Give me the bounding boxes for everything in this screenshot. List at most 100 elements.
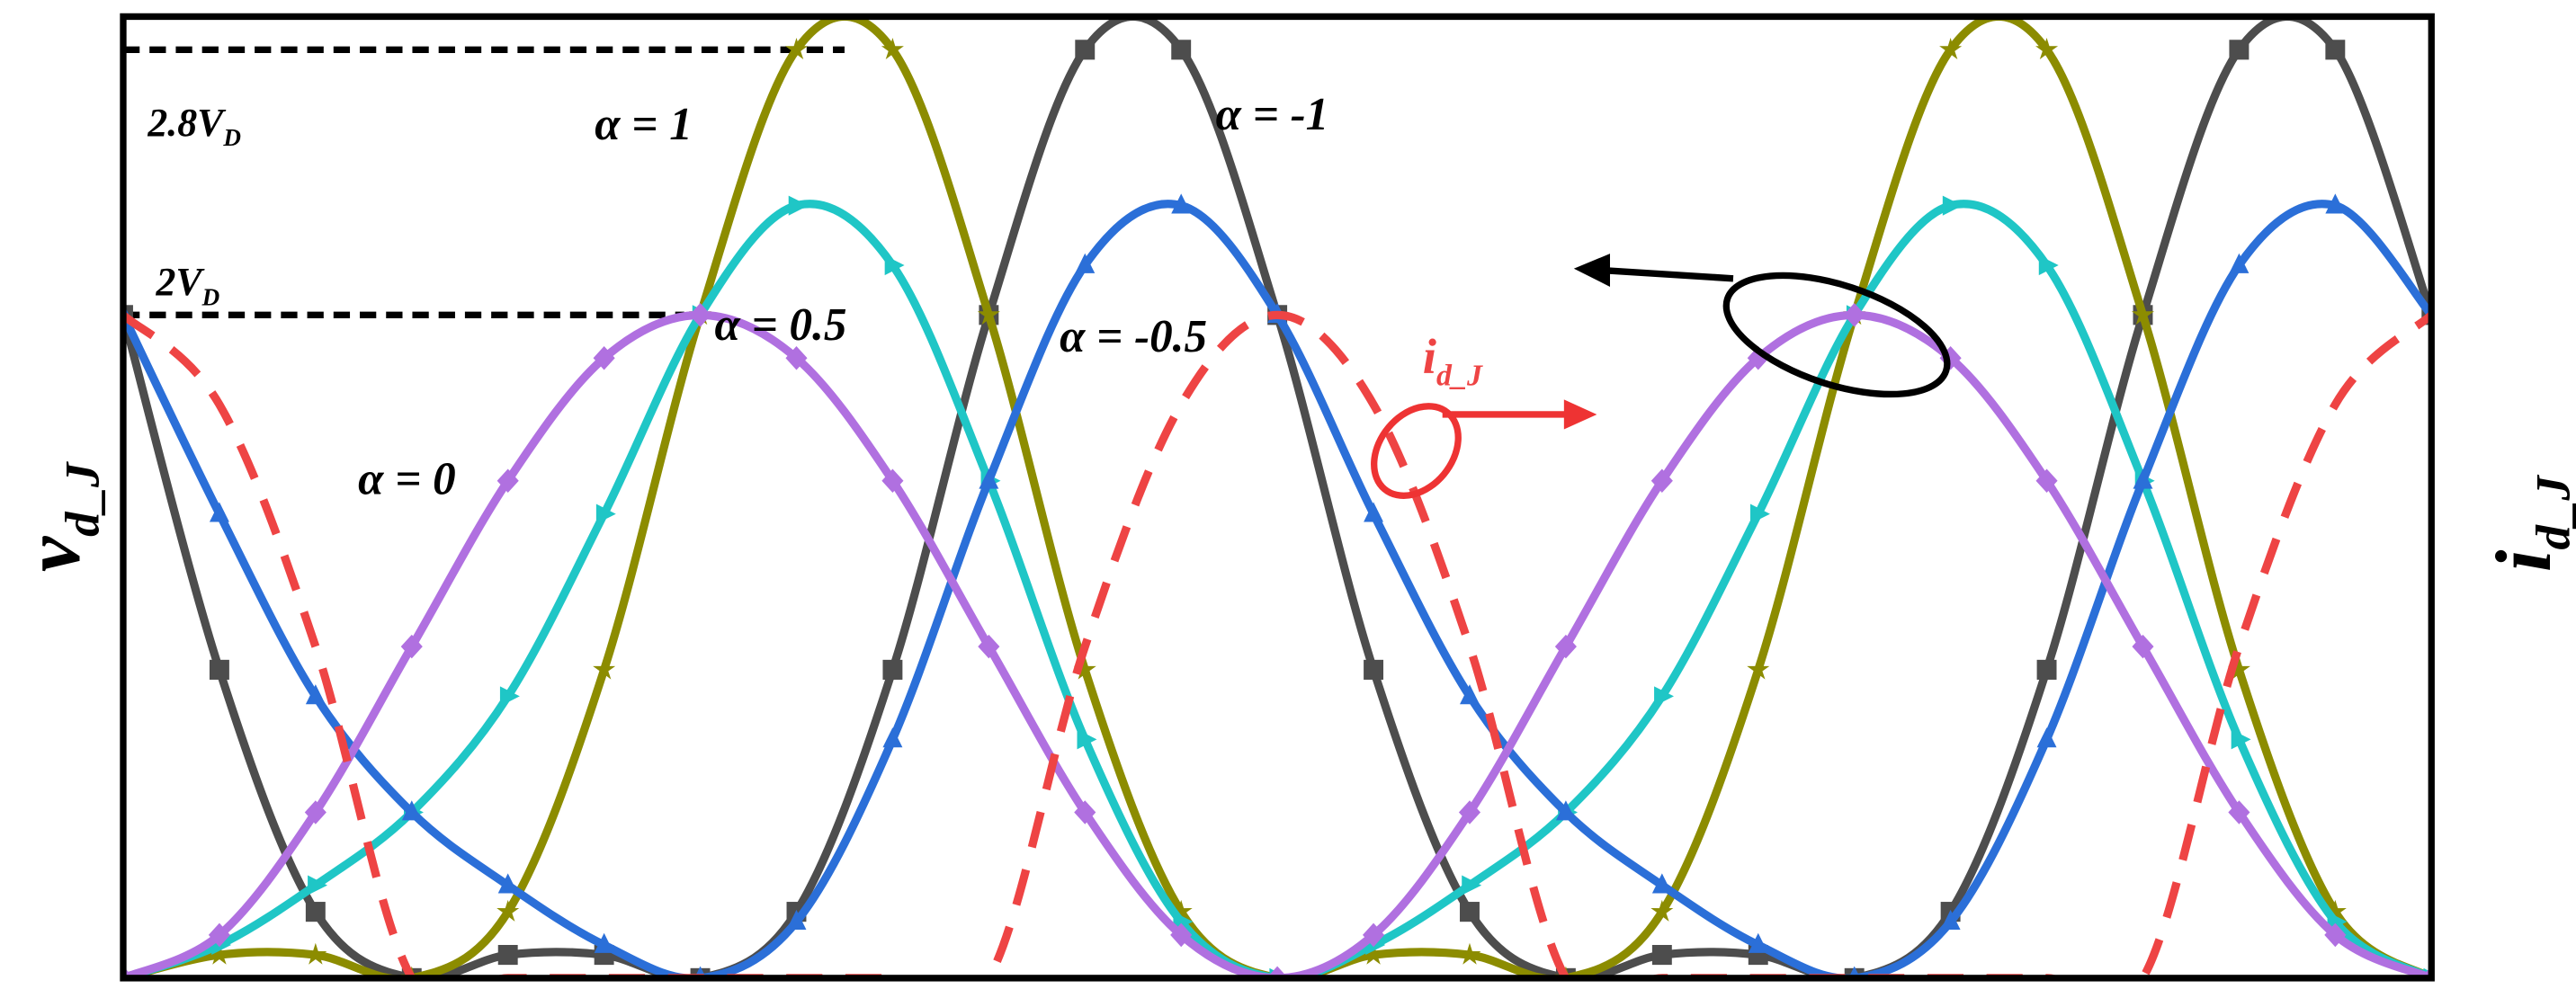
marker-star [881, 38, 904, 60]
series-line [122, 200, 2432, 978]
arrow-shaft [1601, 266, 1734, 282]
group-ellipse [1722, 272, 1951, 398]
marker-star [1362, 942, 1385, 965]
y2-axis-label: id_J [2481, 475, 2576, 573]
y2-axis-label-main: i [2481, 549, 2568, 572]
marker-diamond [1939, 345, 1962, 370]
series-label-main: i [1423, 329, 1437, 384]
marker-square [1651, 944, 1672, 966]
marker-triangle-right [1654, 686, 1674, 707]
marker-triangle-right [2038, 254, 2059, 276]
marker-square [2229, 40, 2250, 60]
reference-label: 2VD [156, 260, 220, 310]
y2-axis-label-subscript: d_J [2526, 475, 2576, 550]
marker-triangle-right [2231, 729, 2251, 750]
marker-triangle-up [1075, 253, 1096, 273]
y-axis-label: vd_J [10, 461, 109, 572]
marker-star [1073, 657, 1096, 680]
series-label: α = -1 [1216, 89, 1329, 140]
reference-label-subscript: D [222, 124, 241, 151]
marker-star [593, 657, 616, 680]
marker-triangle-up [1555, 800, 1576, 821]
marker-star [1458, 942, 1481, 965]
marker-square [209, 659, 229, 680]
series-line [122, 310, 2432, 978]
reference-label-main: 2.8V [147, 101, 227, 145]
marker-triangle-right [595, 503, 616, 524]
marker-triangle-up [401, 800, 422, 821]
marker-triangle-up [979, 468, 999, 489]
series-line [122, 16, 2432, 978]
marker-square [1075, 40, 1096, 60]
marker-star [1169, 899, 1193, 922]
marker-star [977, 303, 1000, 325]
marker-triangle-up [1364, 502, 1384, 522]
marker-triangle-right [1077, 729, 1097, 750]
marker-square [882, 659, 903, 680]
reference-label: 2.8VD [147, 101, 241, 151]
series-label: α = 0.5 [715, 299, 847, 351]
marker-triangle-up [1171, 193, 1192, 214]
marker-triangle-right [1462, 875, 1482, 896]
marker-triangle-up [2325, 193, 2346, 214]
marker-star [784, 38, 808, 60]
marker-triangle-up [1748, 932, 1768, 953]
marker-triangle-up [786, 909, 807, 931]
marker-triangle-right [788, 195, 809, 216]
marker-triangle-up [305, 684, 326, 705]
marker-square [1460, 902, 1480, 922]
marker-diamond [2228, 800, 2250, 824]
marker-triangle-up [594, 932, 614, 953]
series-label: α = 0 [358, 453, 456, 504]
marker-square [1171, 40, 1192, 60]
marker-diamond [2132, 634, 2154, 659]
marker-triangle-right [308, 875, 327, 896]
series-label: α = 1 [595, 99, 693, 150]
marker-square [305, 902, 326, 922]
series-line [122, 16, 2432, 978]
marker-triangle-right [1942, 195, 1963, 216]
marker-square [1364, 659, 1384, 680]
marker-triangle-up [209, 502, 229, 522]
marker-triangle-up [2229, 253, 2250, 273]
marker-diamond [1843, 303, 1865, 327]
marker-diamond [1554, 634, 1577, 659]
marker-star [2035, 38, 2059, 60]
marker-square [497, 944, 518, 966]
arrow-head [1563, 399, 1597, 430]
series-label: α = -0.5 [1060, 311, 1207, 362]
reference-label-main: 2V [156, 260, 206, 304]
marker-triangle-up [497, 873, 518, 894]
marker-triangle-right [884, 254, 905, 276]
series-label: id_J [1423, 329, 1483, 393]
marker-star [208, 942, 231, 965]
marker-star [2323, 899, 2347, 922]
marker-diamond [1458, 800, 1481, 824]
marker-triangle-up [1460, 684, 1480, 705]
marker-triangle-right [499, 686, 520, 707]
marker-diamond [593, 345, 615, 370]
series-label-subscript: d_J [1436, 360, 1483, 393]
arrow-head [1573, 254, 1610, 287]
marker-triangle-up [882, 727, 903, 748]
y-axis-label-main: v [10, 536, 97, 572]
marker-triangle-up [2133, 468, 2153, 489]
marker-star [1939, 38, 1963, 60]
marker-square [2325, 40, 2346, 60]
marker-diamond [304, 800, 326, 824]
marker-square [2036, 659, 2057, 680]
marker-star [1650, 899, 1674, 922]
marker-star [1747, 657, 1770, 680]
plot-frame [120, 13, 2435, 982]
marker-star [496, 899, 520, 922]
marker-triangle-up [1651, 873, 1672, 894]
marker-star [304, 942, 327, 965]
marker-triangle-up [2036, 727, 2057, 748]
reference-label-subscript: D [201, 283, 220, 310]
marker-diamond [689, 303, 711, 327]
marker-triangle-right [1750, 503, 1770, 524]
overlay [1371, 254, 1951, 499]
plot-area [122, 16, 2432, 978]
marker-triangle-up [1940, 909, 1961, 931]
